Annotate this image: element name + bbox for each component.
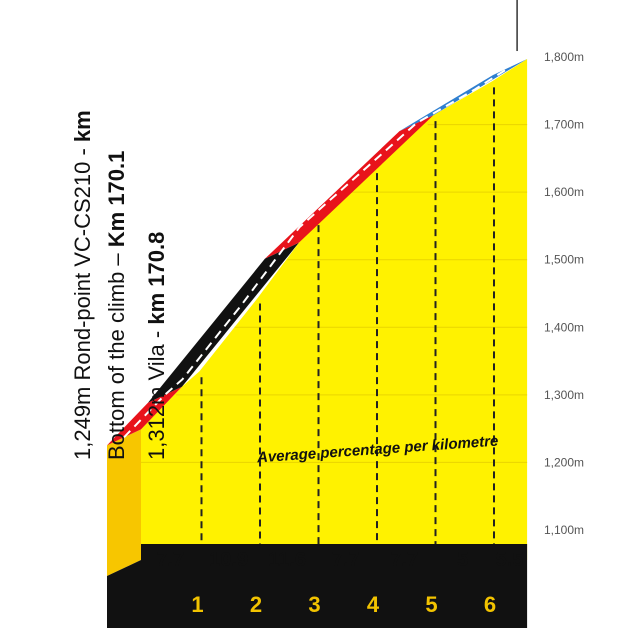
altitude-tick-1300: 1,300m <box>544 388 584 402</box>
side-note-1-km: km <box>70 110 95 142</box>
km-marker-1: 1 <box>191 592 203 617</box>
profile-end-cap <box>107 429 141 576</box>
gradient-value-km-1: 7.7 <box>156 549 184 571</box>
km-marker-2: 2 <box>250 592 262 617</box>
side-note-1-text: 1,249m Rond-point VC-CS210 - <box>70 142 95 460</box>
ribbon-segment-1 <box>107 386 182 446</box>
side-note-3-text: 1,312m Vila - <box>144 325 169 460</box>
ribbon-segment-2 <box>147 242 299 403</box>
side-note-3-km: km 170.8 <box>144 232 169 325</box>
side-note-3: 1,312m Vila - km 170.8 <box>144 232 169 460</box>
gradient-value-km-4: 7.7 <box>332 549 360 571</box>
km-marker-4: 4 <box>367 592 380 617</box>
altitude-tick-1500: 1,500m <box>544 253 584 267</box>
gradient-value-km-6: 5 <box>457 549 468 571</box>
ribbon-segment-3 <box>264 115 434 259</box>
km-marker-5: 5 <box>425 592 437 617</box>
side-note-2: Bottom of the climb – Km 170.1 <box>104 151 129 460</box>
altitude-tick-1200: 1,200m <box>544 455 584 469</box>
side-note-2-text: Bottom of the climb – <box>104 247 129 460</box>
gradient-value-km-5: 7.7 <box>390 549 418 571</box>
altitude-tick-1100: 1,100m <box>544 523 584 537</box>
ribbon-centre-line <box>123 66 511 439</box>
profile-face <box>141 59 528 561</box>
side-note-1: 1,249m Rond-point VC-CS210 - km <box>70 110 95 460</box>
km-marker-6: 6 <box>484 592 496 617</box>
gradient-value-km-2: 10.9 <box>209 549 248 571</box>
altitude-tick-1600: 1,600m <box>544 185 584 199</box>
altitude-tick-1800: 1,800m <box>544 50 584 64</box>
gradient-value-km-7: 5.5 <box>496 549 524 571</box>
km-band <box>107 544 528 628</box>
side-note-2-km: Km 170.1 <box>104 151 129 248</box>
altitude-tick-1400: 1,400m <box>544 320 584 334</box>
altitude-tick-1700: 1,700m <box>544 118 584 132</box>
km-marker-3: 3 <box>308 592 320 617</box>
gradient-value-km-3: 11.6 <box>268 549 306 571</box>
